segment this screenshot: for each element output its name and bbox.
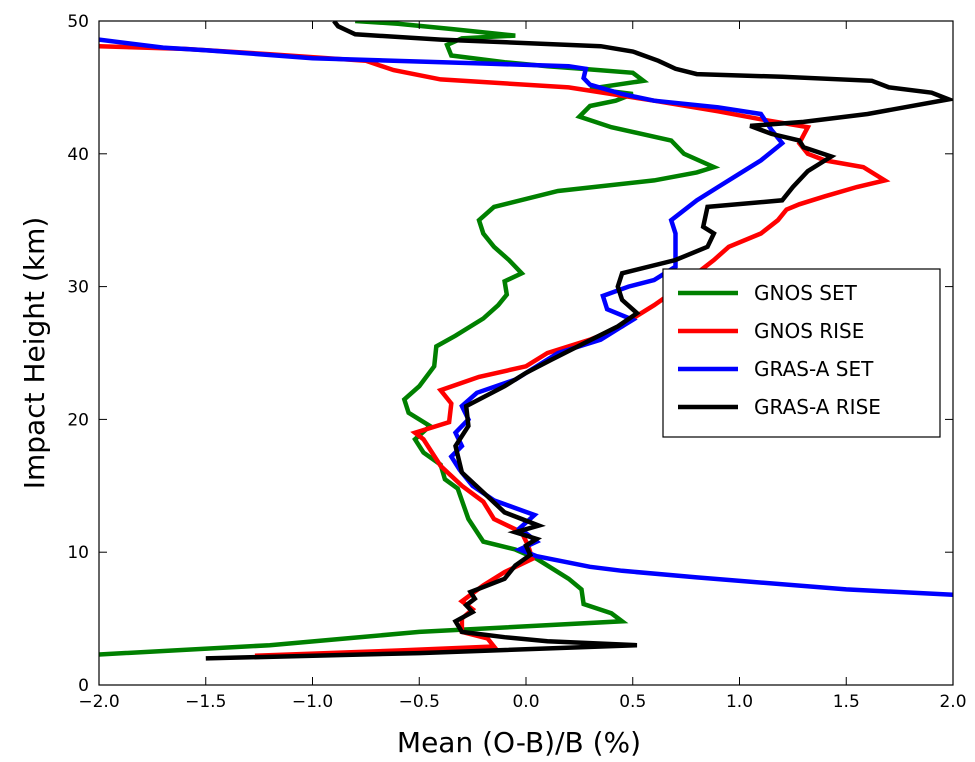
y-tick-label: 30 xyxy=(67,278,89,298)
x-tick-label: −2.0 xyxy=(78,692,119,712)
x-tick-label: 2.0 xyxy=(939,692,966,712)
series-line-0 xyxy=(99,21,721,657)
x-tick-label: −0.5 xyxy=(399,692,440,712)
x-tick-label: −1.0 xyxy=(292,692,333,712)
y-tick-label: 10 xyxy=(67,543,89,563)
y-tick-label: 50 xyxy=(67,12,89,32)
y-tick-label: 40 xyxy=(67,145,89,165)
legend-label-2: GRAS-A SET xyxy=(754,357,874,381)
legend-label-1: GNOS RISE xyxy=(754,319,864,343)
series-line-3 xyxy=(205,21,953,661)
x-tick-label: 0.5 xyxy=(619,692,646,712)
x-tick-label: −1.5 xyxy=(185,692,226,712)
x-tick-label: 1.5 xyxy=(833,692,860,712)
legend-label-0: GNOS SET xyxy=(754,281,858,305)
y-axis-title: Impact Height (km) xyxy=(18,217,51,490)
x-tick-label: 0.0 xyxy=(512,692,539,712)
series-layer xyxy=(99,21,953,661)
y-tick-label: 0 xyxy=(78,676,89,696)
x-tick-label: 1.0 xyxy=(726,692,753,712)
legend: GNOS SET GNOS RISE GRAS-A SET GRAS-A RISE xyxy=(662,268,941,438)
legend-label-3: GRAS-A RISE xyxy=(754,395,881,419)
ticks-layer: −2.0 −1.5 −1.0 −0.5 0.0 0.5 1.0 1.5 2.0 0 10 20 30 40… xyxy=(67,12,966,712)
x-axis-title: Mean (O-B)/B (%) xyxy=(397,726,641,759)
y-tick-label: 20 xyxy=(67,410,89,430)
